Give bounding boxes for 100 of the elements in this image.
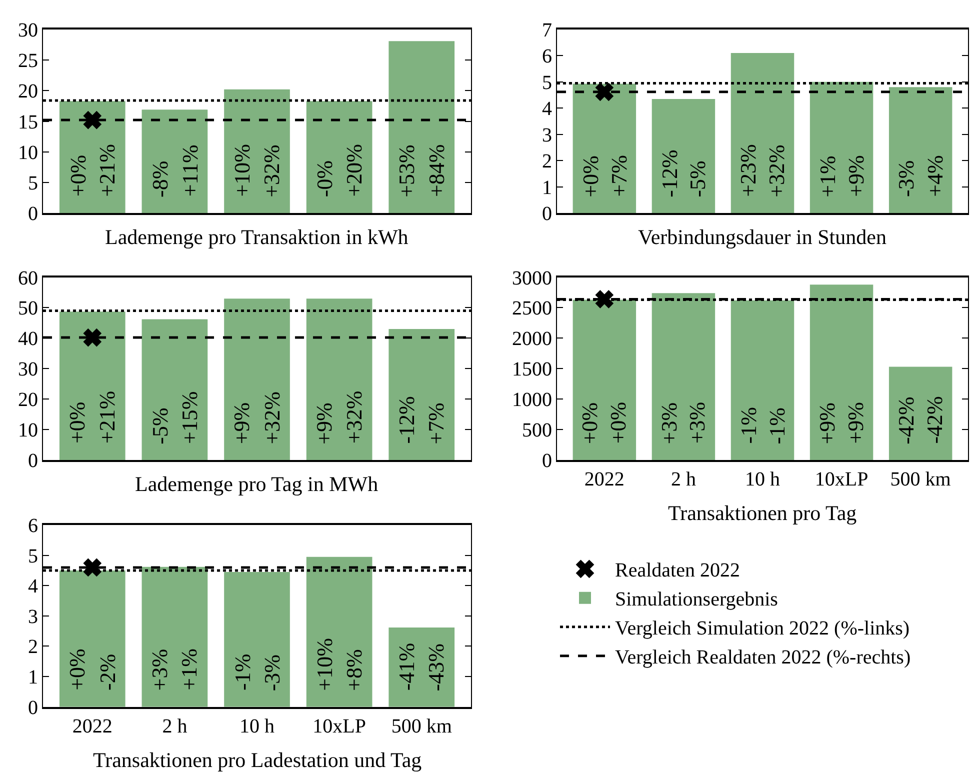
annotation: +1% (815, 156, 840, 198)
x-axis-title: Verbindungsdauer in Stunden (638, 225, 887, 249)
y-tick-label: 30 (18, 358, 38, 381)
bar (888, 366, 952, 460)
annotation: +0% (65, 154, 90, 197)
bar (306, 298, 372, 460)
legend-label: Vergleich Simulation 2022 (%-links) (615, 618, 910, 640)
legend-label: Realdaten 2022 (615, 560, 740, 582)
annotation: -2% (94, 654, 120, 691)
bar (224, 572, 290, 707)
annotation: -42% (922, 396, 947, 444)
bar (224, 89, 290, 214)
annotation: +8% (341, 649, 366, 691)
annotation: +10% (312, 638, 338, 691)
x-tick-label: 500 km (890, 468, 952, 491)
y-tick-label: 1 (28, 666, 38, 689)
annotation: +32% (259, 392, 284, 444)
y-tick-label: 0 (28, 450, 38, 472)
y-tick-label: 1500 (512, 358, 552, 381)
bar (224, 298, 290, 460)
bar (388, 41, 455, 214)
bar (388, 627, 455, 707)
annotation: +0% (64, 648, 90, 690)
y-tick-label: 50 (18, 298, 38, 320)
y-tick-label: 6 (542, 46, 552, 68)
bar (142, 319, 208, 460)
x-axis-title: Lademenge pro Transaktion in kWh (105, 225, 409, 249)
annotation: +84% (424, 144, 449, 198)
annotation: +32% (764, 144, 790, 198)
bar (59, 312, 126, 460)
x-axis-title: Transaktionen pro Tag (668, 501, 858, 525)
bar (59, 101, 126, 214)
bar (142, 110, 208, 214)
annotation: +32% (259, 144, 284, 198)
legend-label: Simulationsergebnis (615, 588, 778, 611)
bar (730, 53, 794, 214)
annotation: +0% (578, 156, 604, 198)
y-tick-label: 4 (28, 576, 38, 598)
bar (572, 300, 636, 460)
y-tick-label: 30 (18, 19, 38, 42)
y-tick-label: 3 (28, 606, 38, 628)
bar (730, 300, 794, 460)
annotation: +20% (342, 144, 367, 197)
bar (142, 566, 208, 707)
x-axis-title: Transaktionen pro Ladestation und Tag (93, 748, 422, 772)
annotation: +9% (312, 402, 337, 444)
bar (388, 329, 455, 460)
y-tick-label: 2000 (512, 328, 552, 350)
y-tick-label: 15 (18, 111, 38, 134)
y-tick-label: 10 (18, 420, 38, 442)
y-tick-label: 3000 (512, 267, 552, 290)
annotation: -5% (147, 408, 172, 444)
annotation: +15% (177, 391, 202, 444)
bar (59, 570, 126, 707)
annotation: +3% (684, 402, 710, 444)
annotation: +3% (656, 402, 682, 444)
annotation: -12% (394, 396, 419, 444)
y-tick-label: 5 (28, 545, 38, 568)
annotation: -0% (312, 160, 337, 198)
annotation: -42% (893, 396, 918, 444)
y-tick-label: 40 (18, 328, 38, 350)
y-tick-label: 0 (542, 450, 552, 472)
x-tick-label: 10xLP (814, 468, 868, 491)
annotation: +11% (177, 144, 202, 197)
annotation: +0% (577, 402, 602, 444)
x-tick-label: 10 h (745, 468, 780, 491)
y-tick-label: 1 (542, 176, 552, 199)
y-tick-label: 5 (542, 72, 552, 94)
x-tick-label: 2 h (670, 468, 696, 491)
legend-label: Vergleich Realdaten 2022 (%-rechts) (615, 646, 911, 669)
annotation: +3% (147, 648, 172, 691)
y-tick-label: 4 (542, 98, 552, 120)
y-tick-label: 3 (542, 124, 552, 146)
y-tick-label: 2 (542, 150, 552, 173)
y-tick-label: 500 (522, 420, 552, 442)
bar (810, 284, 874, 460)
y-tick-label: 20 (18, 389, 38, 412)
y-tick-label: 1000 (512, 389, 552, 412)
annotation: +21% (94, 390, 120, 444)
bar (652, 98, 716, 214)
annotation: -3% (259, 654, 284, 692)
y-tick-label: 5 (28, 172, 38, 195)
annotation: -43% (424, 644, 449, 692)
annotation: +23% (736, 144, 761, 197)
annotation: +9% (229, 402, 254, 444)
y-tick-label: 7 (542, 19, 552, 42)
x-tick-label: 10xLP (312, 716, 366, 738)
annotation: +9% (842, 402, 868, 444)
y-tick-label: 0 (28, 203, 38, 226)
annotation: +0% (64, 402, 90, 444)
annotation: +4% (922, 155, 948, 197)
y-tick-label: 20 (18, 80, 38, 103)
annotation: -1% (736, 407, 761, 444)
y-tick-label: 60 (18, 267, 38, 290)
annotation: -1% (764, 408, 790, 444)
x-tick-label: 10 h (240, 716, 274, 738)
x-tick-label: 2 h (162, 716, 188, 738)
x-tick-label: 2022 (584, 468, 624, 491)
bar (888, 87, 952, 214)
bar (306, 101, 372, 214)
